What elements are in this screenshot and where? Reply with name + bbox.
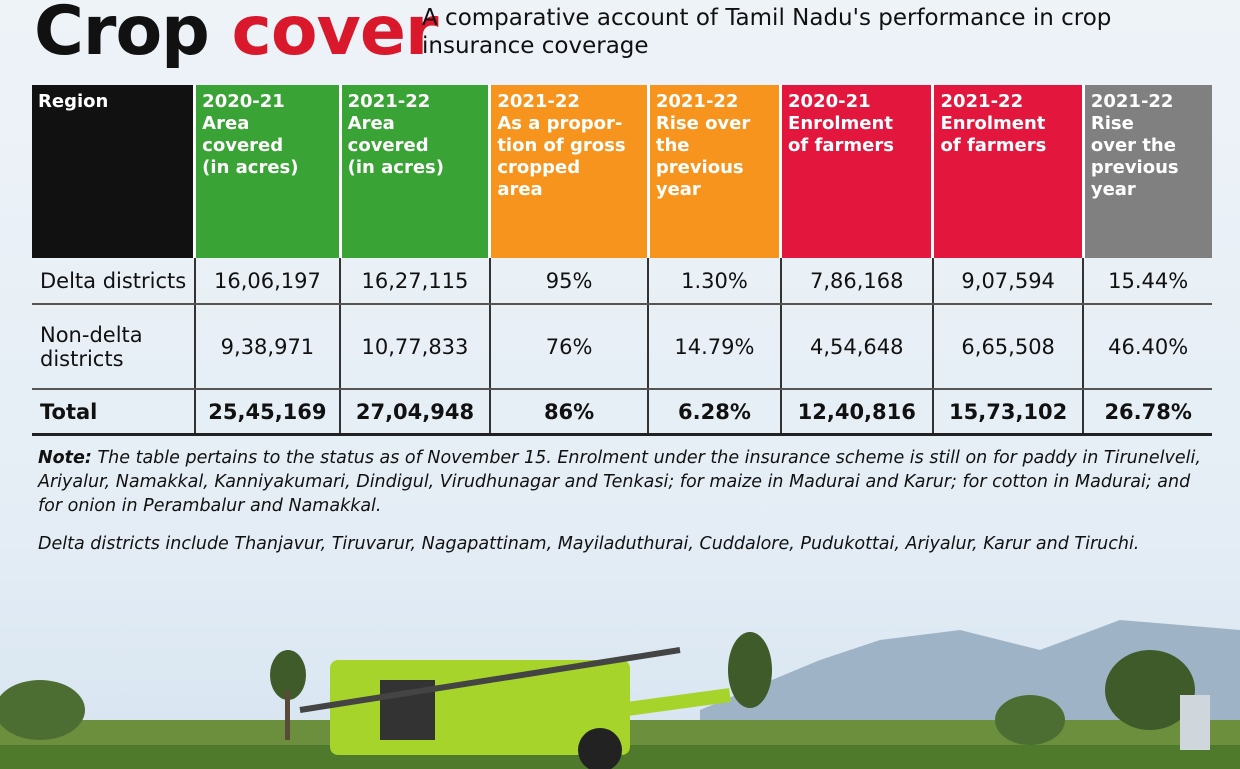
header-line: year	[655, 179, 701, 200]
header-line: 2021-22	[940, 91, 1024, 112]
cell: 9,07,594	[931, 258, 1084, 305]
table-row: Total 25,45,169 27,04,948 86% 6.28% 12,40,816…	[32, 389, 1212, 436]
table-row: Non-delta districts 9,38,971 10,77,833 76% 1…	[32, 304, 1212, 390]
notes: Note: The table pertains to the status a…	[38, 446, 1218, 570]
row-label: Non-delta districts	[32, 304, 195, 390]
header-line: the	[655, 135, 690, 156]
column-header: 2021-22 Rise over the previous year	[646, 85, 781, 258]
note-text: The table pertains to the status as of N…	[38, 448, 1201, 516]
cell: 15.44%	[1082, 258, 1212, 305]
row-label: Delta districts	[32, 258, 195, 305]
header-row: Region 2020-21 Area covered (in acres) 2021-2…	[32, 85, 1212, 258]
header-line: (in acres)	[347, 157, 444, 178]
header-line: area	[497, 179, 543, 200]
column-header: 2020-21 Area covered (in acres)	[193, 85, 341, 258]
header-line: 2021-22	[347, 91, 431, 112]
title-red: cover	[231, 0, 439, 71]
note: Note: The table pertains to the status a…	[38, 446, 1218, 518]
column-header: 2021-22 Area covered (in acres)	[338, 85, 490, 258]
header-line: previous	[1090, 157, 1179, 178]
column-header: 2021-22 Enrolment of farmers	[931, 85, 1084, 258]
header-line: tion of gross	[497, 135, 626, 156]
header-line: of farmers	[940, 135, 1047, 156]
header-line: Region	[38, 91, 109, 112]
header-line: 2020-21	[788, 91, 871, 112]
header-line: 2021-22	[1090, 91, 1174, 112]
cell: 95%	[488, 258, 649, 305]
data-table: Region 2020-21 Area covered (in acres) 2021-2…	[32, 85, 1212, 436]
header-line: previous	[655, 157, 744, 178]
header-line: over the	[1090, 135, 1176, 156]
cell: 86%	[488, 389, 649, 436]
cell: 16,27,115	[339, 258, 490, 305]
cell: 6.28%	[647, 389, 781, 436]
cell: 15,73,102	[931, 389, 1084, 436]
header-line: of farmers	[788, 135, 894, 156]
cell: 16,06,197	[193, 258, 341, 305]
column-header: 2021-22 As a propor-tion of gross cropped a…	[488, 85, 649, 258]
header-line: Area	[347, 113, 395, 134]
cell: 27,04,948	[339, 389, 490, 436]
title: Crop cover	[34, 0, 439, 71]
header-line: 2021-22	[497, 91, 580, 112]
cell: 10,77,833	[339, 304, 490, 390]
column-header: 2020-21 Enrolment of farmers	[779, 85, 933, 258]
subtitle: A comparative account of Tamil Nadu's pe…	[422, 5, 1112, 59]
delta-note: Delta districts include Thanjavur, Tiruv…	[38, 534, 1140, 554]
header-line: covered	[202, 135, 284, 156]
cell: 25,45,169	[193, 389, 341, 436]
header-line: 2021-22	[655, 91, 739, 112]
row-label: Total	[32, 389, 195, 436]
cell: 7,86,168	[779, 258, 933, 305]
header-line: Rise over	[655, 113, 751, 134]
title-black: Crop	[34, 0, 210, 71]
header-line: Area	[202, 113, 250, 134]
header-line: 2020-21	[202, 91, 285, 112]
header-line: Enrolment	[788, 113, 893, 134]
cell: 12,40,816	[779, 389, 933, 436]
cell: 76%	[488, 304, 649, 390]
photo	[0, 620, 1240, 769]
column-header: 2021-22 Rise over the previous year	[1081, 85, 1212, 258]
header-line: Enrolment	[940, 113, 1046, 134]
header-line: As a propor-	[497, 113, 623, 134]
cell: 1.30%	[647, 258, 781, 305]
header-line: (in acres)	[202, 157, 299, 178]
cell: 6,65,508	[931, 304, 1084, 390]
column-header: Region	[32, 85, 195, 258]
header-line: covered	[347, 135, 429, 156]
cell: 9,38,971	[193, 304, 341, 390]
header-line: year	[1090, 179, 1136, 200]
cell: 4,54,648	[779, 304, 933, 390]
table-row: Delta districts 16,06,197 16,27,115 95% 1.30…	[32, 258, 1212, 305]
note-label: Note:	[38, 448, 92, 468]
header-line: Rise	[1090, 113, 1134, 134]
cell: 14.79%	[647, 304, 781, 390]
cell: 26.78%	[1082, 389, 1212, 436]
header-line: cropped	[497, 157, 581, 178]
cell: 46.40%	[1082, 304, 1212, 390]
